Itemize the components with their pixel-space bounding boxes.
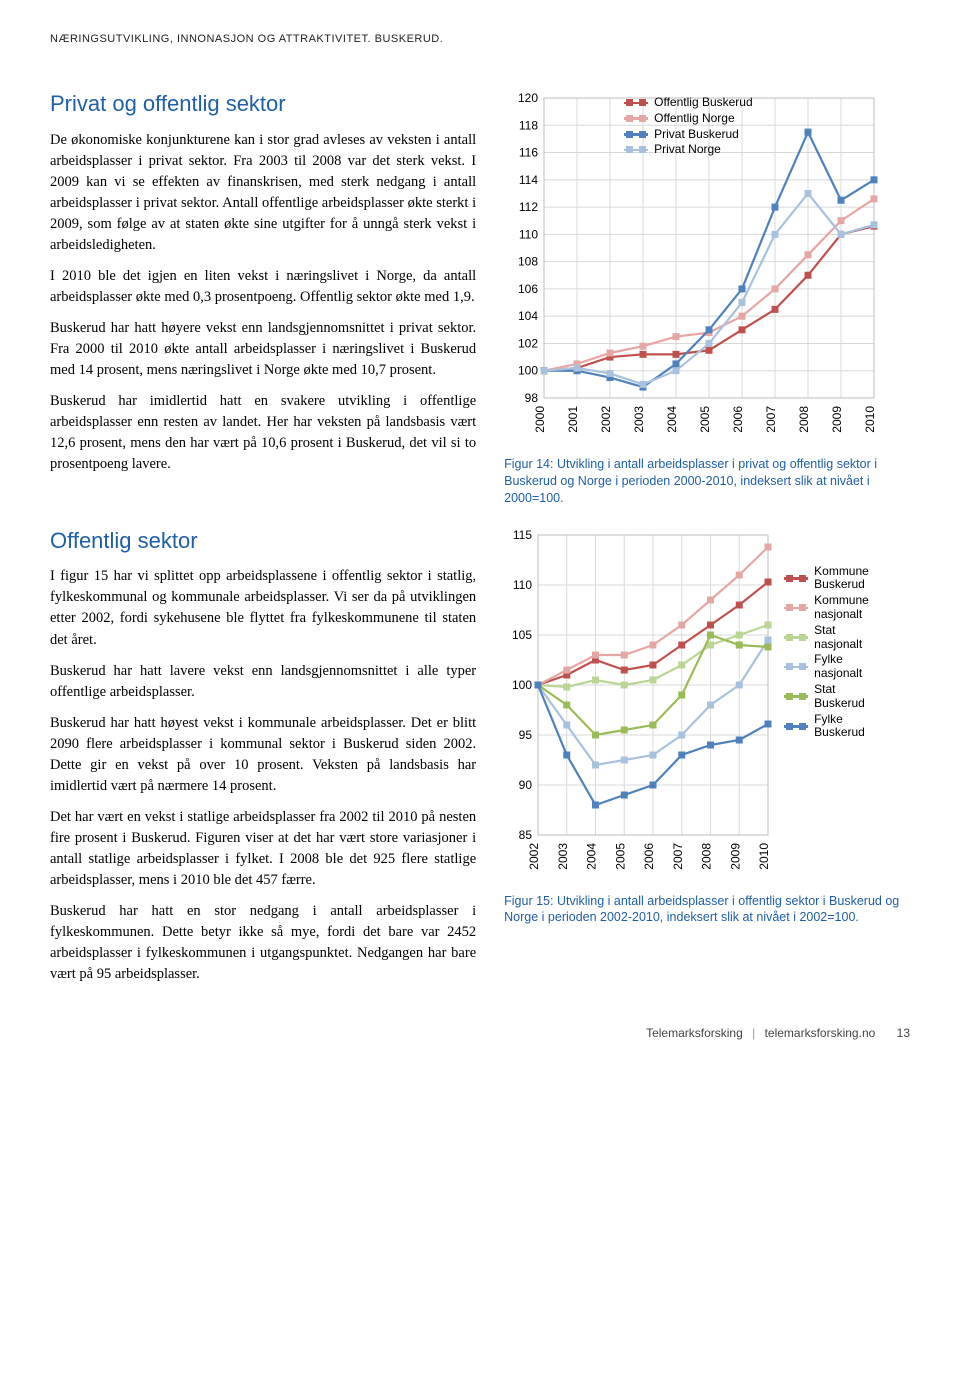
svg-text:2004: 2004 (665, 406, 679, 433)
footer-sep: | (752, 1026, 755, 1040)
svg-text:112: 112 (519, 200, 538, 214)
section1-p4: Buskerud har imidlertid hatt en svakere … (50, 391, 476, 475)
svg-text:2003: 2003 (632, 406, 646, 433)
legend-item: StatBuskerud (784, 683, 869, 711)
svg-text:2010: 2010 (757, 842, 771, 869)
svg-text:106: 106 (518, 282, 538, 296)
svg-text:100: 100 (518, 364, 538, 378)
legend-item: Fylkenasjonalt (784, 653, 869, 681)
svg-text:2002: 2002 (599, 406, 613, 433)
svg-text:100: 100 (512, 678, 532, 692)
svg-text:2009: 2009 (830, 406, 844, 433)
svg-text:118: 118 (519, 118, 538, 132)
svg-text:2004: 2004 (585, 842, 599, 869)
svg-text:2005: 2005 (698, 406, 712, 433)
svg-text:2002: 2002 (527, 842, 541, 869)
footer-brand: Telemarksforsking (646, 1026, 743, 1040)
svg-text:110: 110 (519, 227, 538, 241)
section1-p1: De økonomiske konjunkturene kan i stor g… (50, 130, 476, 256)
svg-text:2010: 2010 (863, 406, 877, 433)
legend-item: Statnasjonalt (784, 624, 869, 652)
legend-item: KommuneBuskerud (784, 565, 869, 593)
svg-text:2001: 2001 (566, 406, 580, 433)
svg-text:115: 115 (513, 528, 532, 542)
svg-text:2007: 2007 (671, 842, 685, 869)
section1-p3: Buskerud har hatt høyere vekst enn lands… (50, 318, 476, 381)
footer-url: telemarksforsking.no (765, 1026, 876, 1040)
svg-text:110: 110 (513, 578, 532, 592)
section2-p5: Buskerud har hatt en stor nedgang i anta… (50, 901, 476, 985)
svg-text:2006: 2006 (642, 842, 656, 869)
legend-item: Offentlig Norge (624, 112, 753, 126)
legend-item: Privat Buskerud (624, 128, 753, 142)
legend-item: Offentlig Buskerud (624, 96, 753, 110)
svg-text:102: 102 (518, 336, 538, 350)
svg-text:2007: 2007 (764, 406, 778, 433)
footer-page: 13 (897, 1026, 910, 1040)
svg-text:2005: 2005 (613, 842, 627, 869)
legend-item: Privat Norge (624, 143, 753, 157)
section2-p1: I figur 15 har vi splittet opp arbeidspl… (50, 566, 476, 650)
svg-text:116: 116 (519, 145, 538, 159)
svg-text:85: 85 (519, 828, 533, 842)
svg-text:98: 98 (525, 391, 539, 405)
running-head: NÆRINGSUTVIKLING, INNONASJON OG ATTRAKTI… (50, 32, 910, 48)
svg-text:105: 105 (512, 628, 532, 642)
svg-text:2006: 2006 (731, 406, 745, 433)
svg-text:2008: 2008 (797, 406, 811, 433)
chart-figure-14: 98 100 102 104 106 108 110 112 114 116 118 120 2000 2… (504, 88, 910, 448)
svg-text:2003: 2003 (556, 842, 570, 869)
svg-text:114: 114 (519, 173, 538, 187)
section2-p3: Buskerud har hatt høyest vekst i kommuna… (50, 713, 476, 797)
chart-figure-15: 85 90 95 100 105 110 115 2002 2003 2004 2005 2006 20… (504, 525, 910, 885)
svg-text:120: 120 (518, 91, 538, 105)
section2-p2: Buskerud har hatt lavere vekst enn lands… (50, 661, 476, 703)
section2-p4: Det har vært en vekst i statlige arbeids… (50, 807, 476, 891)
page-footer: Telemarksforsking | telemarksforsking.no… (50, 1025, 910, 1042)
svg-text:104: 104 (518, 309, 538, 323)
svg-text:2008: 2008 (700, 842, 714, 869)
svg-text:90: 90 (519, 778, 533, 792)
svg-text:95: 95 (519, 728, 533, 742)
section1-p2: I 2010 ble det igjen en liten vekst i næ… (50, 266, 476, 308)
legend-item: FylkeBuskerud (784, 713, 869, 741)
section2-title: Offentlig sektor (50, 525, 476, 557)
svg-text:108: 108 (518, 255, 538, 269)
svg-text:2000: 2000 (533, 406, 547, 433)
svg-text:2009: 2009 (728, 842, 742, 869)
section1-title: Privat og offentlig sektor (50, 88, 476, 120)
legend-item: Kommunenasjonalt (784, 594, 869, 622)
